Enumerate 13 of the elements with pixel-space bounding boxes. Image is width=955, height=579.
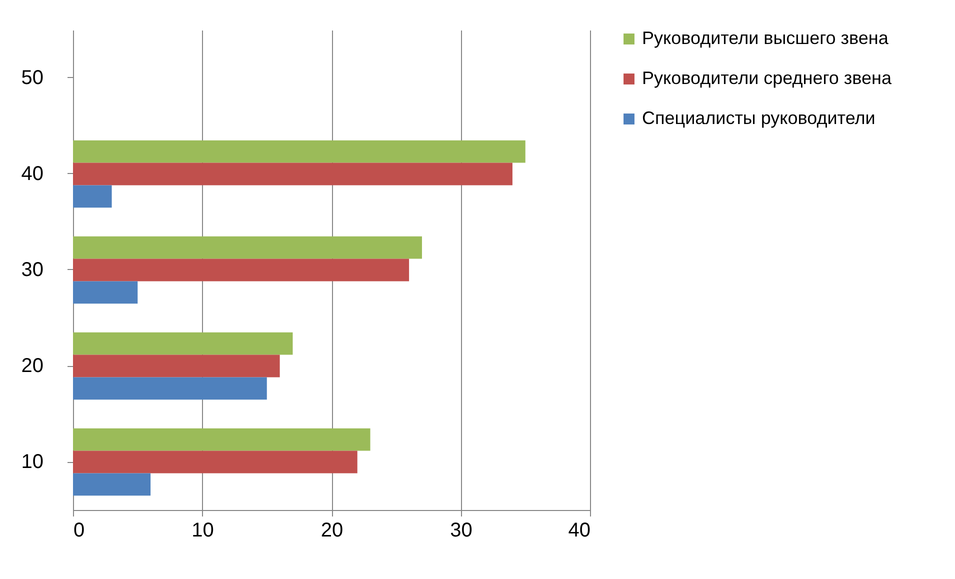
y-tick-label: 30 [21,259,44,281]
x-tick-label: 0 [74,520,85,542]
y-tick-label: 50 [21,67,44,89]
legend-label: Специалисты руководители [642,108,876,128]
x-tick-label: 40 [568,520,590,542]
y-tick-label: 40 [21,163,44,185]
y-tick-label: 20 [21,355,44,377]
legend-label: Руководители среднего звена [642,68,892,88]
x-tick-label: 10 [192,520,214,542]
y-tick-label: 10 [21,451,44,473]
x-tick-label: 20 [320,520,344,542]
legend-label: Руководители высшего звена [642,28,890,48]
x-tick-label: 30 [450,520,472,542]
